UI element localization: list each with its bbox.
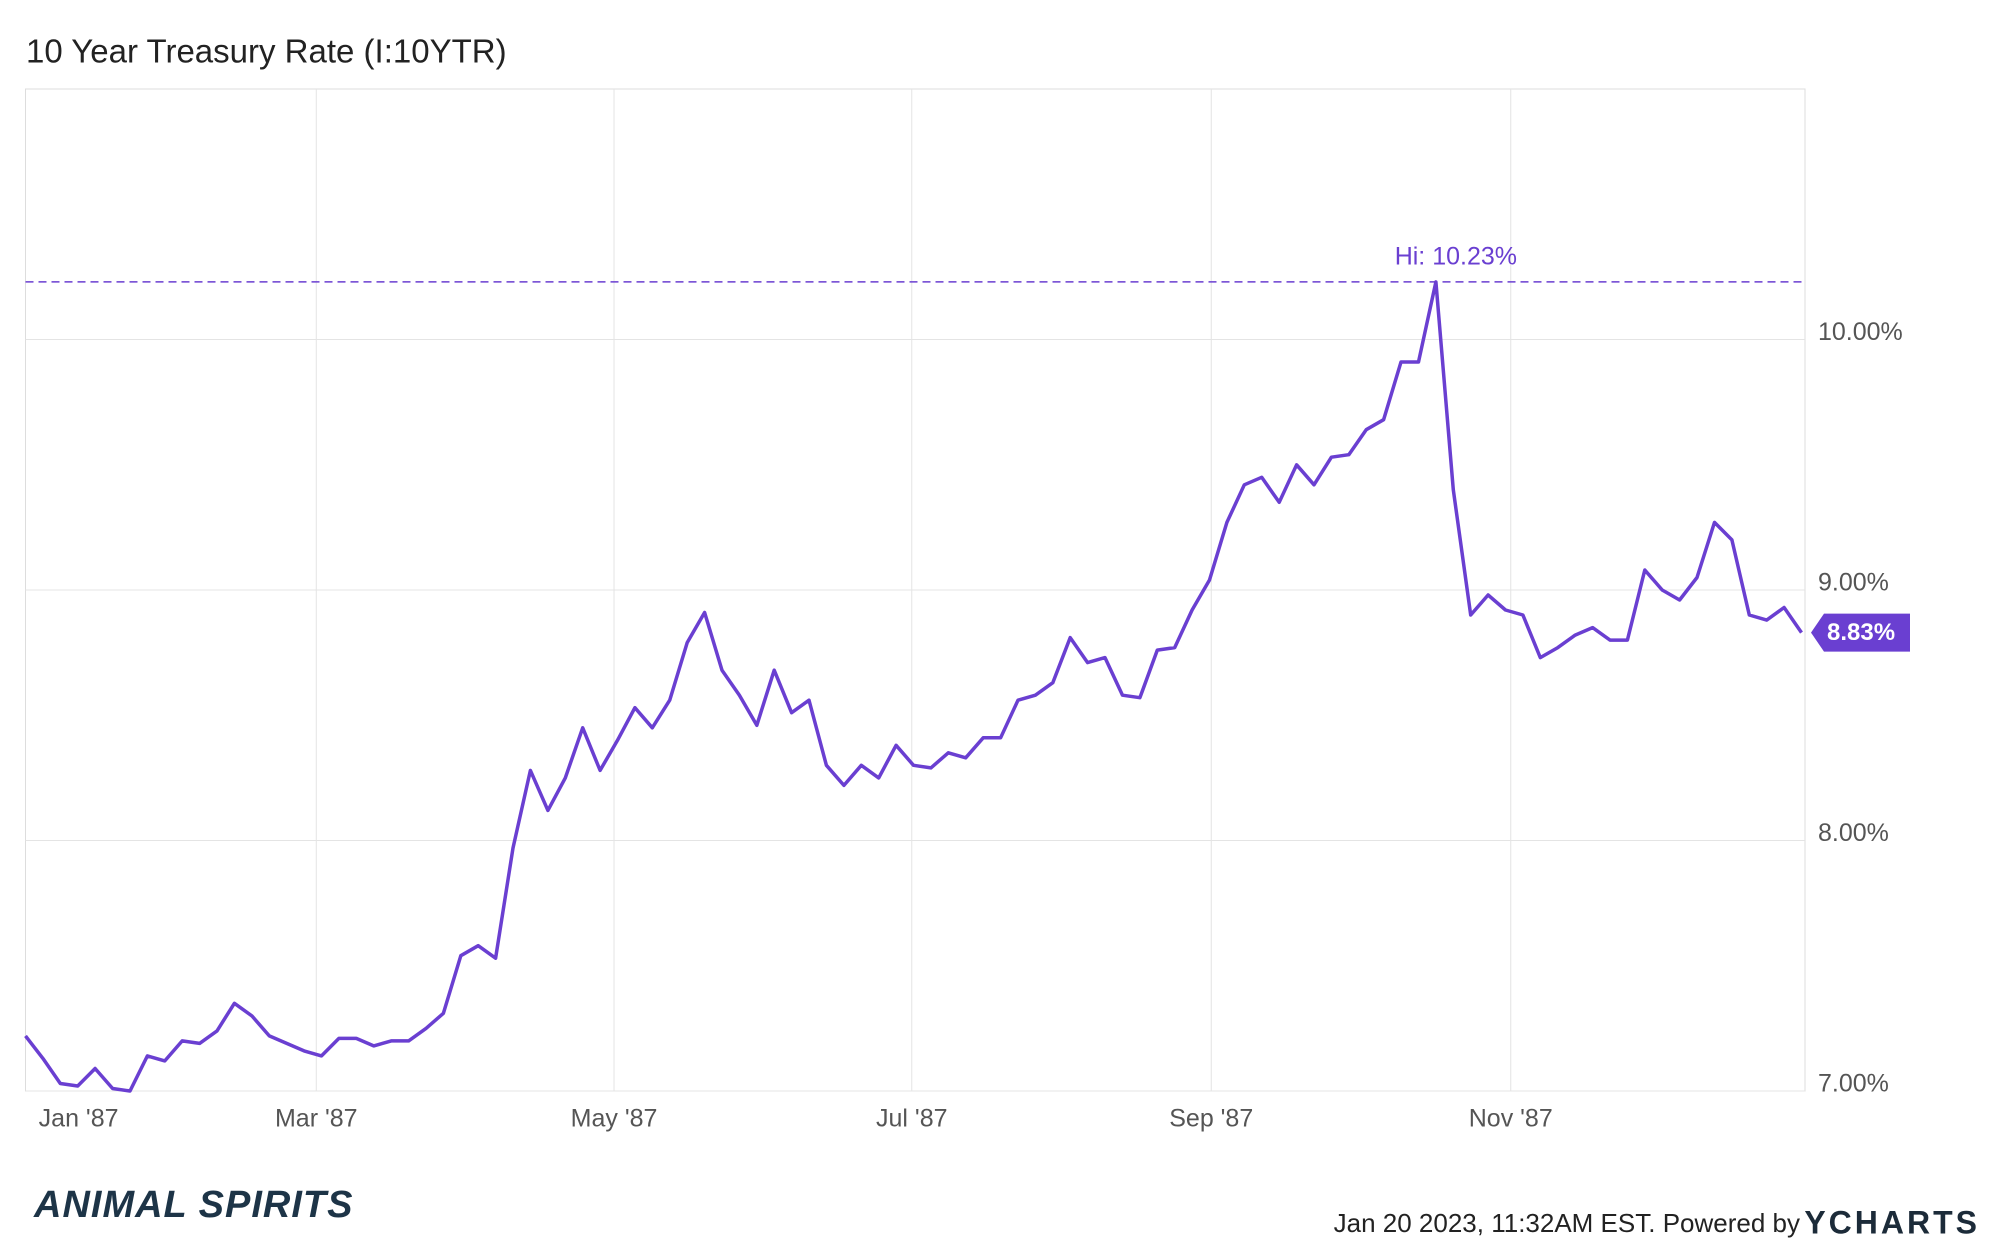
logo: ANIMAL SPIRITS: [33, 1184, 353, 1226]
x-tick-label: Sep '87: [1169, 1105, 1253, 1133]
x-tick-label: Jul '87: [876, 1105, 947, 1133]
timestamp: Jan 20 2023, 11:32AM EST. Powered by: [1334, 1208, 1800, 1238]
y-tick-label: 8.00%: [1818, 819, 1889, 847]
x-tick-label: Nov '87: [1469, 1105, 1553, 1133]
x-tick-label: Mar '87: [275, 1105, 358, 1133]
chart-title: 10 Year Treasury Rate (I:10YTR): [26, 33, 507, 70]
y-tick-label: 9.00%: [1818, 569, 1889, 597]
data-line: [24, 280, 1803, 1093]
hi-label: Hi: 10.23%: [1395, 242, 1517, 270]
last-badge: [1811, 613, 1910, 652]
last-label: 8.83%: [1827, 619, 1895, 646]
x-tick-label: Jan '87: [39, 1105, 119, 1133]
brand: YCHARTS: [1804, 1204, 1980, 1240]
x-tick-label: May '87: [571, 1105, 658, 1133]
y-tick-label: 10.00%: [1818, 318, 1903, 346]
y-tick-label: 7.00%: [1818, 1070, 1889, 1098]
